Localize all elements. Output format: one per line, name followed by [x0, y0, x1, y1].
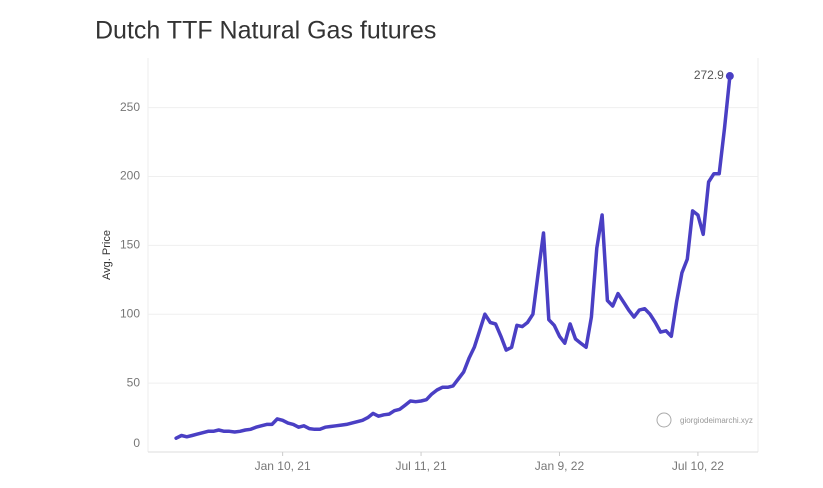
data-label: 272.9 — [694, 68, 724, 82]
y-tick-label: 200 — [120, 169, 140, 183]
y-tick-label: 0 — [133, 436, 140, 450]
y-tick-label: 50 — [127, 375, 141, 389]
watermark-icon — [656, 412, 672, 428]
watermark: giorgiodeimarchi.xyz — [680, 416, 753, 425]
x-tick-label: Jan 10, 21 — [255, 459, 311, 473]
x-tick-label: Jul 10, 22 — [672, 459, 724, 473]
x-tick-label: Jan 9, 22 — [535, 459, 585, 473]
y-axis-label: Avg. Price — [101, 230, 113, 280]
end-point — [725, 72, 734, 81]
y-tick-label: 100 — [120, 306, 140, 320]
chart-title: Dutch TTF Natural Gas futures — [95, 17, 436, 45]
y-tick-label: 250 — [120, 100, 140, 114]
y-tick-label: 150 — [120, 238, 140, 252]
x-tick-label: Jul 11, 21 — [395, 459, 446, 473]
line — [174, 74, 732, 440]
